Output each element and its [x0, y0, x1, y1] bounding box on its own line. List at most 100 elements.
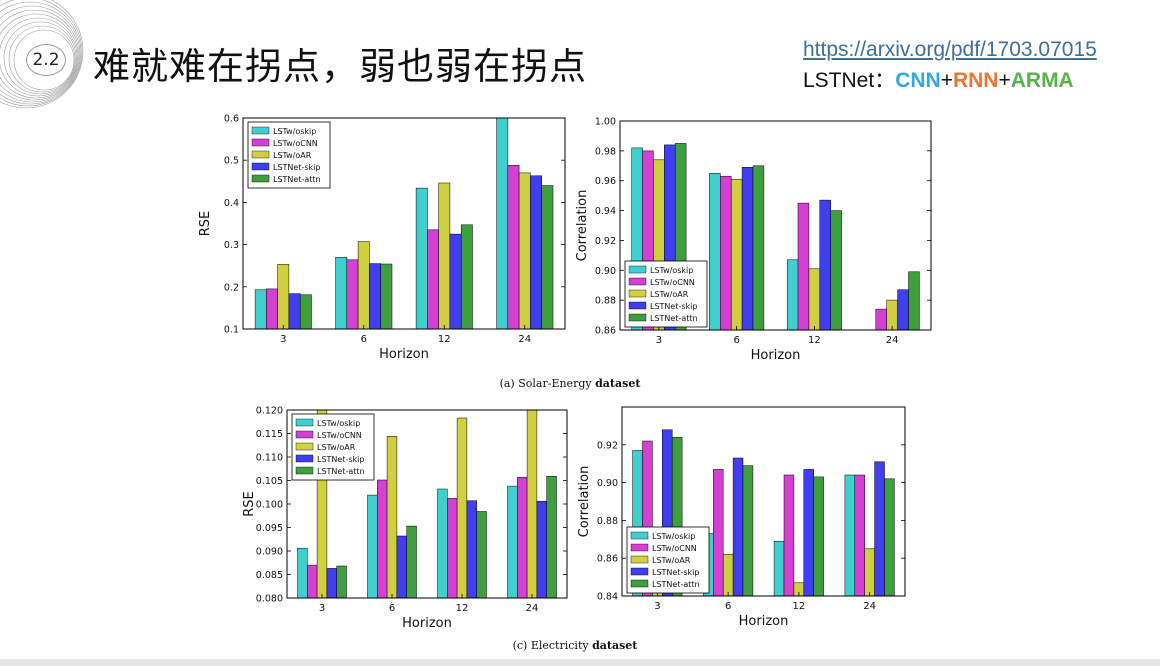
bar-solar-rse-3-LSTw/oCNN — [266, 288, 278, 330]
legend-swatch-LSTNet-attn — [628, 313, 647, 322]
bar-elec-rse-12-LSTw/oAR — [456, 417, 468, 599]
legend-label: LSTw/oskip — [652, 532, 695, 541]
x-tick-label: 24 — [863, 601, 876, 612]
legend-label: LSTw/oskip — [650, 266, 693, 275]
legend: LSTw/oskip LSTw/oCNN LSTw/oAR LSTNet-skip LS… — [624, 260, 708, 328]
legend-swatch-LSTw/oskip — [251, 126, 270, 135]
bar-solar-rse-12-LSTw/oCNN — [427, 229, 439, 330]
y-tick-label: 0.3 — [224, 240, 239, 251]
bar-solar-rse-6-LSTw/oskip — [335, 257, 348, 330]
legend-swatch-LSTw/oskip — [630, 531, 649, 540]
bar-elec-corr-6-LSTNet-attn — [742, 465, 754, 597]
bar-solar-corr-6-LSTw/oskip — [709, 173, 721, 331]
legend-label: LSTNet-skip — [650, 302, 697, 311]
caption-electricity: (c) Electricity dataset — [513, 639, 639, 652]
legend-label: LSTNet-attn — [652, 580, 700, 589]
y-tick-label: 0.84 — [597, 592, 618, 603]
bar-elec-rse-3-LSTNet-skip — [326, 568, 337, 599]
legend-swatch-LSTNet-attn — [630, 579, 649, 588]
x-tick-label: 6 — [725, 601, 731, 612]
bar-elec-rse-12-LSTw/oCNN — [447, 498, 458, 599]
y-tick-label: 0.110 — [256, 453, 283, 464]
bar-solar-rse-12-LSTNet-skip — [449, 233, 462, 330]
x-tick-label: 6 — [361, 334, 367, 345]
bar-solar-rse-24-LSTNet-attn — [541, 185, 554, 330]
bar-solar-rse-12-LSTw/oAR — [438, 182, 451, 330]
bar-solar-rse-24-LSTw/oAR — [518, 172, 531, 330]
footer-bar — [0, 659, 1160, 666]
bar-elec-rse-24-LSTw/oCNN — [517, 476, 528, 599]
section-number: 2.2 — [32, 50, 60, 70]
legend-swatch-LSTNet-attn — [251, 174, 270, 183]
chart-elec-corr: 3 6 12 24 0.84 0.86 0.88 0.90 0.92 Horizon Correla… — [577, 406, 906, 629]
x-tick-label: 3 — [656, 335, 662, 346]
y-tick-label: 0.120 — [256, 406, 283, 417]
bar-elec-corr-12-LSTw/oCNN — [783, 474, 795, 597]
y-tick-label: 0.105 — [256, 476, 283, 487]
bar-solar-corr-6-LSTw/oAR — [730, 178, 743, 331]
bar-elec-rse-12-LSTNet-skip — [466, 500, 477, 599]
y-tick-label: 0.6 — [224, 114, 239, 125]
x-axis-label: Horizon — [379, 347, 429, 362]
bar-solar-rse-3-LSTw/oAR — [277, 264, 290, 330]
bar-elec-rse-24-LSTw/oAR — [526, 409, 538, 599]
bar-elec-rse-12-LSTNet-attn — [476, 511, 487, 599]
legend-swatch-LSTw/oCNN — [628, 277, 647, 286]
bar-elec-rse-12-LSTw/oskip — [437, 488, 448, 599]
y-tick-label: 0.085 — [256, 570, 283, 581]
bar-elec-rse-6-LSTNet-skip — [396, 535, 407, 599]
x-tick-label: 3 — [319, 603, 325, 614]
bar-elec-corr-12-LSTw/oskip — [773, 540, 785, 597]
legend-label: LSTw/oAR — [317, 443, 356, 452]
x-tick-label: 6 — [389, 603, 395, 614]
legend-label: LSTw/oCNN — [652, 544, 697, 553]
legend-label: LSTNet-skip — [317, 455, 364, 464]
y-axis-label: Correlation — [575, 190, 590, 262]
legend-label: LSTw/oCNN — [650, 278, 695, 287]
bar-elec-rse-6-LSTw/oAR — [386, 436, 398, 599]
bar-solar-corr-12-LSTw/oCNN — [797, 202, 810, 331]
legend-swatch-LSTNet-skip — [251, 162, 270, 171]
bar-elec-corr-6-LSTNet-skip — [732, 457, 744, 597]
chart-solar-rse: 3 6 12 24 0.1 0.2 0.3 0.4 0.5 0.6 Horizon RSE LSTw/o… — [198, 114, 566, 362]
legend: LSTw/oskip LSTw/oCNN LSTw/oAR LSTNet-skip LS… — [626, 526, 710, 594]
bar-solar-rse-6-LSTw/oAR — [357, 241, 370, 330]
legend-label: LSTNet-attn — [273, 175, 321, 184]
bar-solar-corr-12-LSTNet-skip — [819, 199, 831, 331]
bar-elec-corr-24-LSTw/oCNN — [854, 474, 865, 597]
legend-label: LSTw/oAR — [652, 556, 691, 565]
y-tick-label: 0.5 — [224, 156, 239, 167]
bar-solar-corr-24-LSTNet-skip — [897, 289, 909, 331]
bar-elec-rse-24-LSTw/oskip — [507, 485, 518, 599]
bar-solar-rse-24-LSTw/oCNN — [507, 165, 520, 330]
legend-label: LSTNet-skip — [652, 568, 699, 577]
legend-swatch-LSTNet-skip — [630, 567, 649, 576]
legend-swatch-LSTNet-skip — [295, 454, 314, 463]
y-tick-label: 0.115 — [256, 429, 283, 440]
bar-solar-rse-6-LSTNet-attn — [380, 263, 393, 330]
x-axis-label: Horizon — [751, 348, 801, 363]
bar-solar-rse-24-LSTNet-skip — [530, 175, 542, 330]
bar-elec-rse-3-LSTw/oskip — [297, 547, 308, 599]
x-axis-label: Horizon — [402, 616, 452, 631]
bar-solar-corr-6-LSTNet-attn — [752, 165, 765, 331]
y-axis-label: RSE — [198, 211, 213, 237]
bar-solar-rse-12-LSTw/oskip — [415, 187, 428, 330]
y-tick-label: 0.92 — [597, 440, 618, 451]
x-tick-label: 12 — [808, 335, 821, 346]
x-tick-label: 6 — [733, 335, 739, 346]
legend-swatch-LSTw/oCNN — [295, 430, 314, 439]
bar-elec-rse-6-LSTw/oCNN — [377, 479, 388, 599]
legend-swatch-LSTw/oAR — [251, 150, 270, 159]
chart-solar-corr: 3 6 12 24 0.86 0.88 0.90 0.92 0.94 0.96 0.98 1.00 Ho… — [575, 117, 932, 363]
bar-solar-rse-24-LSTw/oskip — [496, 117, 509, 330]
bar-solar-rse-6-LSTw/oCNN — [346, 259, 359, 330]
x-tick-label: 24 — [526, 603, 539, 614]
bar-elec-corr-6-LSTw/oCNN — [713, 469, 724, 597]
bar-elec-corr-24-LSTw/oAR — [864, 548, 875, 597]
bar-elec-corr-6-LSTw/oAR — [722, 554, 734, 597]
y-tick-label: 0.1 — [224, 325, 239, 336]
arxiv-link[interactable]: https://arxiv.org/pdf/1703.07015 — [803, 38, 1097, 61]
legend-swatch-LSTw/oAR — [630, 555, 649, 564]
